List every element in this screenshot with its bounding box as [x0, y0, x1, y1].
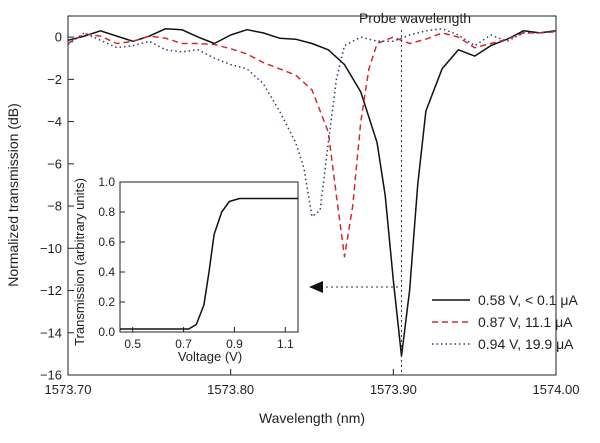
main-y-tick-label: −2	[47, 72, 62, 87]
main-y-tick-label: −16	[40, 368, 62, 383]
main-y-tick-label: −8	[47, 199, 62, 214]
main-y-tick-label: 0	[55, 30, 62, 45]
main-y-axis-label: Normalized transmission (dB)	[5, 103, 21, 287]
inset-y-tick-label: 1.0	[98, 175, 115, 189]
inset-ticks: 0.5 0.7 0.9 1.1 0.0 0.2 0.4 0.6 0.8 1.0	[98, 175, 294, 351]
main-y-tick-label: −12	[40, 283, 62, 298]
main-series-group	[67, 27, 557, 357]
main-x-tick-label: 1573.90	[370, 382, 417, 397]
main-y-tick-label: −6	[47, 156, 62, 171]
main-plot-frame	[67, 15, 557, 376]
inset-y-axis-label: Transmission (arbitrary units)	[72, 178, 87, 346]
main-ticks: 1573.70 1573.80 1573.90 1574.00 0 −2 −4 −6 −8 −10…	[40, 30, 580, 397]
legend-label-0.58V: 0.58 V, < 0.1 μA	[478, 292, 578, 308]
series-line-solid	[67, 27, 557, 357]
inset-x-tick-label: 0.7	[175, 337, 192, 351]
inset-y-tick-label: 0.0	[98, 325, 115, 339]
inset-x-tick-label: 0.5	[124, 337, 141, 351]
probe-arrow-head	[309, 281, 323, 293]
inset-x-tick-label: 0.9	[226, 337, 243, 351]
inset-y-tick-label: 0.4	[98, 265, 115, 279]
inset-x-tick-label: 1.1	[277, 337, 294, 351]
main-x-tick-label: 1574.00	[533, 382, 580, 397]
main-y-tick-label: −14	[40, 325, 62, 340]
main-x-tick-label: 1573.80	[207, 382, 254, 397]
inset-background	[117, 180, 300, 353]
main-x-tick-label: 1573.70	[45, 382, 92, 397]
inset-series-line	[120, 197, 298, 330]
legend-label-0.94V: 0.94 V, 19.9 μA	[478, 336, 574, 352]
legend-label-0.87V: 0.87 V, 11.1 μA	[478, 314, 573, 330]
inset-y-tick-label: 0.8	[98, 205, 115, 219]
legend: 0.58 V, < 0.1 μA 0.87 V, 11.1 μA 0.94 V,…	[432, 292, 578, 352]
series-line-dashed	[67, 31, 557, 258]
probe-wavelength-label: Probe wavelength	[359, 10, 471, 26]
main-y-tick-label: −10	[40, 241, 62, 256]
main-x-axis-label: Wavelength (nm)	[259, 410, 365, 426]
inset-x-axis-label: Voltage (V)	[178, 349, 242, 364]
inset-plot-frame	[119, 181, 299, 333]
inset-y-tick-label: 0.6	[98, 235, 115, 249]
inset-series-group	[120, 197, 298, 330]
inset-y-tick-label: 0.2	[98, 295, 115, 309]
main-y-tick-label: −4	[47, 114, 62, 129]
